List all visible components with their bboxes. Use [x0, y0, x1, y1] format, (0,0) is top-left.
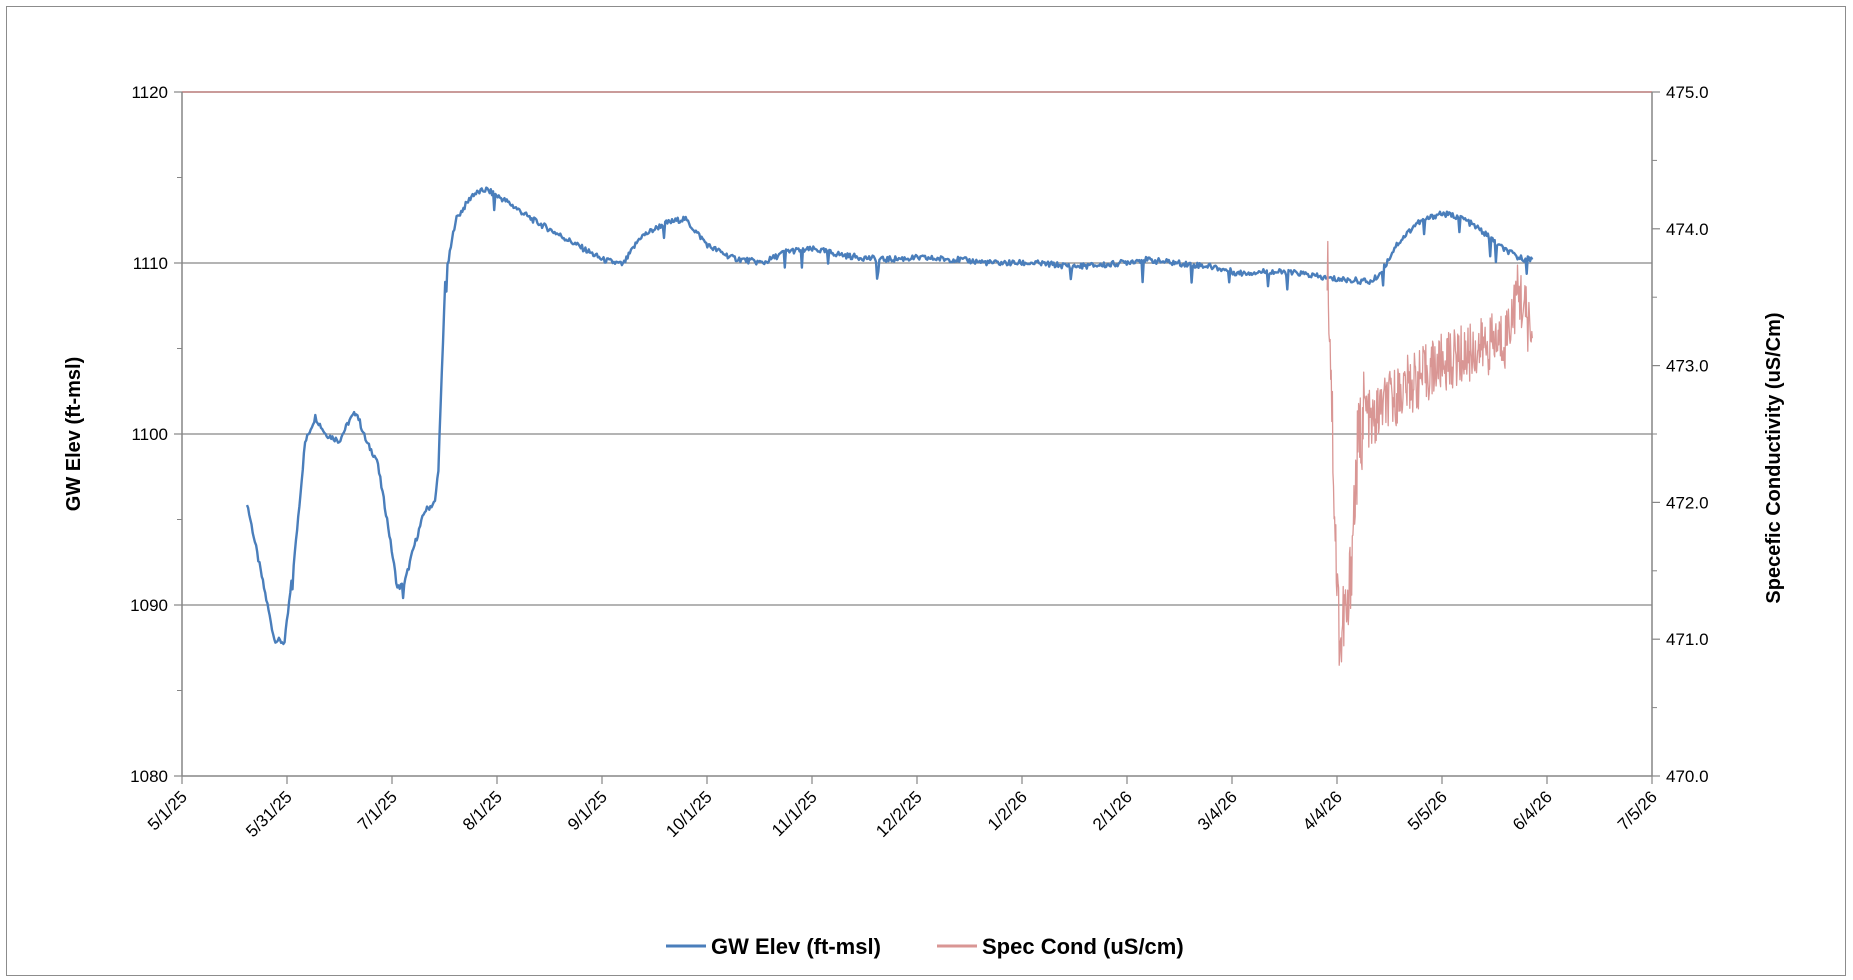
x-tick-label: 10/1/25: [662, 787, 716, 841]
y-tick-label: 1110: [133, 254, 168, 273]
x-tick-label: 12/2/25: [872, 787, 926, 841]
x-tick-label: 11/1/25: [768, 787, 821, 840]
x-tick-label: 2/1/26: [1089, 787, 1136, 834]
x-tick-label: 7/1/25: [354, 787, 401, 834]
x-tick-label: 9/1/25: [564, 787, 611, 834]
axis-ticks: [174, 91, 1660, 784]
y2-tick-label: 474.0: [1666, 220, 1709, 239]
x-tick-label: 8/1/25: [459, 787, 506, 834]
series-line-gw-elev: [245, 186, 1534, 646]
y2-tick-label: 472.0: [1666, 493, 1709, 512]
x-tick-label: 5/5/26: [1404, 787, 1451, 834]
y-tick-label: 1120: [131, 83, 168, 102]
series-lines: [245, 186, 1534, 666]
legend-label-spec-cond: Spec Cond (uS/cm): [982, 934, 1184, 959]
x-tick-label: 5/1/25: [144, 787, 191, 834]
y-tick-label: 1100: [131, 425, 168, 444]
chart-frame: [6, 6, 1846, 976]
series-line-spec-cond: [1326, 240, 1533, 666]
legend: GW Elev (ft-msl) Spec Cond (uS/cm): [666, 934, 1184, 959]
y-axis-title: GW Elev (ft-msl): [63, 357, 85, 511]
x-tick-label: 7/5/26: [1614, 787, 1661, 834]
x-tick-label: 5/31/25: [242, 787, 296, 841]
x-tick-label: 1/2/26: [984, 787, 1031, 834]
x-tick-label: 3/4/26: [1194, 787, 1241, 834]
y2-tick-label: 471.0: [1666, 630, 1709, 649]
x-tick-label: 6/4/26: [1509, 787, 1556, 834]
y-tick-label: 1080: [130, 767, 168, 786]
grid-lines: [182, 262, 1652, 606]
y2-axis-title: Specefic Conductivity (uS/Cm): [1763, 312, 1785, 603]
y-tick-label: 1090: [130, 596, 168, 615]
y2-tick-label: 470.0: [1666, 767, 1709, 786]
y2-tick-label: 473.0: [1666, 357, 1709, 376]
legend-label-gw-elev: GW Elev (ft-msl): [711, 934, 881, 959]
x-tick-label: 4/4/26: [1299, 787, 1346, 834]
y2-tick-label: 475.0: [1666, 83, 1709, 102]
tick-labels: 1080 1090 1100 1110 1120 470.0 471.0 472.0 473.0…: [130, 83, 1708, 841]
